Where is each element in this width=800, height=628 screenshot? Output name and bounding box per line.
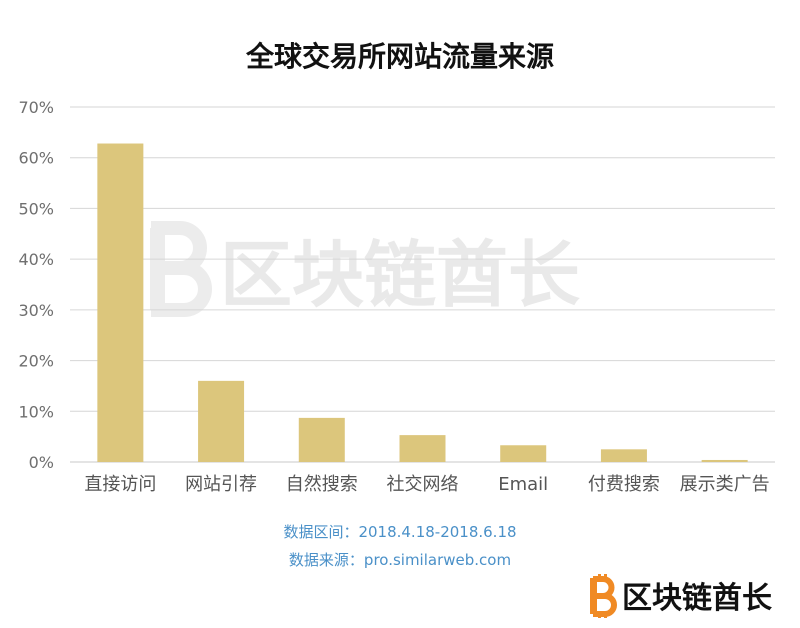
- x-tick-label: 展示类广告: [680, 474, 770, 495]
- source-note: 数据来源：pro.similarweb.com: [289, 551, 511, 569]
- bar: [600, 449, 647, 462]
- date-range-note: 数据区间：2018.4.18-2018.6.18: [283, 523, 516, 541]
- y-tick-label: 0%: [29, 453, 54, 472]
- y-tick-label: 20%: [18, 352, 54, 371]
- x-tick-label: 付费搜索: [588, 474, 660, 495]
- watermark-text: 区块链酋长: [220, 233, 580, 317]
- y-tick-label: 60%: [18, 149, 54, 168]
- x-tick-label: 社交网络: [387, 474, 459, 495]
- x-tick-label: 自然搜索: [286, 474, 358, 495]
- x-tick-label: 直接访问: [84, 474, 156, 495]
- x-tick-label: Email: [498, 474, 548, 495]
- y-tick-label: 50%: [18, 199, 54, 218]
- watermark: 区块链酋长: [150, 221, 580, 317]
- y-tick-label: 10%: [18, 402, 54, 421]
- brand-logo: 区块链酋长: [590, 574, 772, 618]
- y-tick-label: 30%: [18, 301, 54, 320]
- bars: [97, 143, 748, 462]
- brand-logo-text: 区块链酋长: [622, 581, 772, 616]
- bar: [97, 143, 144, 462]
- x-tick-label: 网站引荐: [185, 474, 257, 495]
- chart-title: 全球交易所网站流量来源: [245, 40, 554, 73]
- x-axis-ticks: 直接访问 网站引荐 自然搜索 社交网络 Email 付费搜索 展示类广告: [84, 474, 769, 495]
- bar: [701, 459, 748, 462]
- y-tick-label: 70%: [18, 98, 54, 117]
- bar: [298, 417, 345, 462]
- bitcoin-b-icon: [590, 574, 617, 618]
- bar: [399, 435, 446, 462]
- y-axis-ticks: 0% 10% 20% 30% 40% 50% 60% 70%: [18, 98, 54, 472]
- bar: [198, 380, 245, 462]
- bar: [500, 445, 547, 462]
- y-tick-label: 40%: [18, 250, 54, 269]
- watermark-b-icon: [150, 221, 212, 317]
